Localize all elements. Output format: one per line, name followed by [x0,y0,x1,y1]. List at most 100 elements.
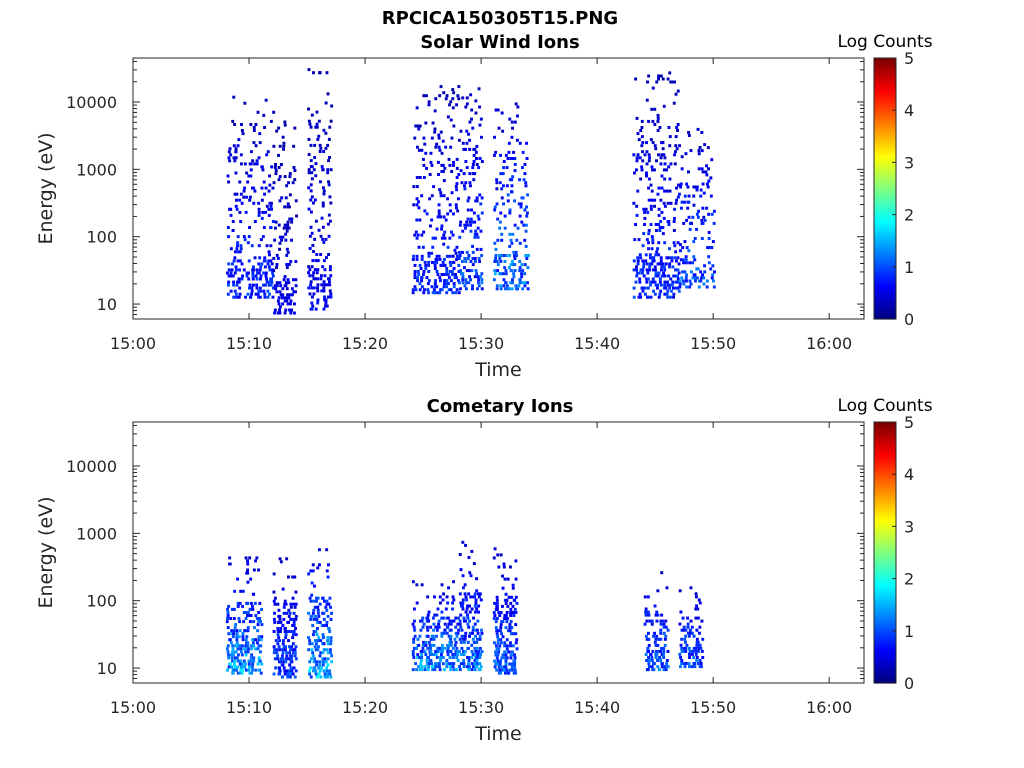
data-cell [285,669,289,673]
data-cell [470,117,473,121]
data-cell [312,292,316,296]
data-cell [431,245,435,249]
data-cell [654,271,658,275]
data-cell [268,292,271,296]
data-cell [521,166,524,170]
data-cell [286,630,290,633]
data-cell [675,259,678,263]
colorbar-strip [874,661,896,665]
data-cell [435,142,439,146]
data-cell [278,144,282,148]
data-cell [227,653,230,657]
data-cell [671,280,675,284]
data-cell [480,135,483,139]
data-cell [474,601,478,605]
colorbar-strip [874,598,896,601]
colorbar-strip [874,602,896,606]
data-cell [464,595,468,599]
data-cell [661,226,665,229]
data-cell [420,148,424,152]
data-cell [466,604,469,608]
colorbar-strip [874,229,896,233]
data-cell [235,632,239,636]
data-cell [283,599,287,603]
data-cell [679,665,682,669]
data-cell [266,150,270,154]
data-cell [496,269,500,273]
data-cell [259,620,262,624]
data-cell [424,267,428,270]
colorbar-strip [874,290,896,294]
data-cell [230,641,233,645]
data-cell [650,107,654,111]
data-cell [475,232,479,236]
data-cell [427,263,431,267]
data-cell [647,119,650,123]
data-cell [480,160,484,163]
data-cell [428,643,432,647]
data-cell [285,287,289,291]
data-cell [463,223,467,227]
colorbar-strip [874,227,896,231]
colorbar-strip [874,110,896,113]
data-cell [521,269,525,273]
data-cell [289,605,293,609]
data-cell [422,640,426,644]
data-cell [637,295,641,299]
data-cell [669,295,672,299]
colorbar-strip [874,145,896,148]
data-cell [416,233,420,237]
data-cell [471,287,474,291]
data-cell [475,640,479,644]
data-cell [417,273,421,276]
data-cell [250,647,254,651]
data-cell [495,287,499,291]
data-cell [644,607,648,611]
data-cell [255,268,259,272]
data-cell [684,662,688,665]
data-cell [244,295,247,299]
data-cell [316,566,320,570]
data-cell [251,274,255,278]
data-cell [239,153,243,157]
data-cell [466,640,470,644]
colorbar-strip [874,199,896,203]
data-cell [285,229,289,233]
colorbar-strip [874,624,896,628]
data-cell [507,671,511,675]
data-cell [315,660,318,664]
data-cell [689,631,692,635]
colorbar-strip [874,582,896,586]
data-cell [272,286,275,290]
data-cell [473,595,476,599]
data-cell [315,617,319,621]
data-cell [241,274,244,278]
data-cell [697,285,701,289]
data-cell [232,156,236,160]
data-cell [471,166,475,170]
data-cell [234,156,238,160]
data-cell [677,289,681,293]
data-cell [712,279,715,283]
data-cell [254,144,258,148]
data-cell [473,147,477,151]
data-cell [690,652,694,656]
data-cell [508,662,512,666]
data-cell [657,74,660,78]
data-cell [323,672,327,676]
data-cell [647,153,651,157]
data-cell [635,213,639,217]
data-cell [320,289,324,293]
data-cell [330,654,334,658]
data-cell [506,617,509,620]
data-cell [476,214,480,218]
data-cell [283,311,287,315]
data-cell [284,636,288,640]
data-cell [650,665,654,669]
data-cell [653,107,657,111]
data-cell [689,149,693,153]
data-cell [236,647,240,651]
data-cell [664,625,668,629]
data-cell [510,287,514,291]
